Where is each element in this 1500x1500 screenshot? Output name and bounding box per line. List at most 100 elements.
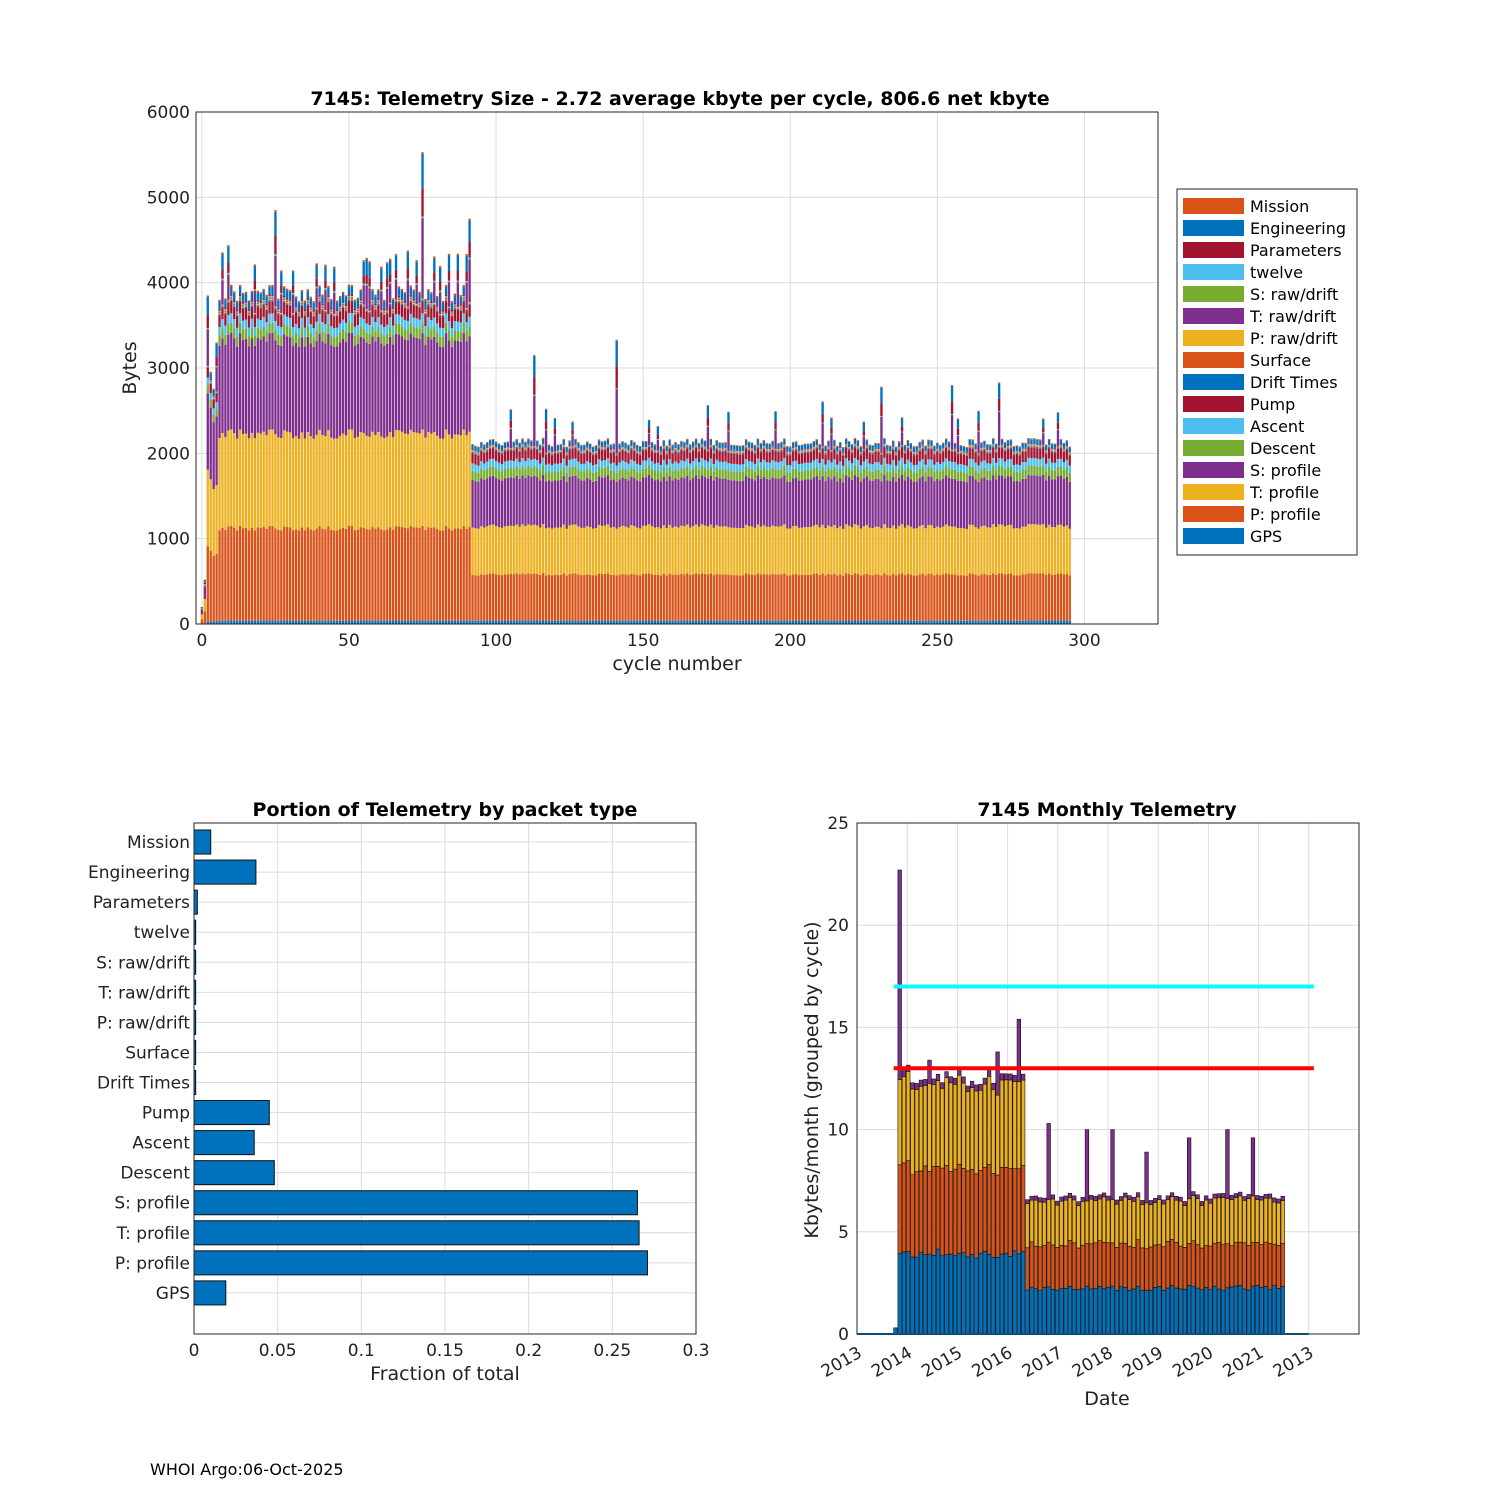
chart1-bar-segment: [1042, 474, 1045, 525]
chart1-bar-segment: [321, 307, 324, 309]
chart1-bar-segment: [683, 441, 686, 443]
chart1-bar-segment: [439, 620, 442, 624]
chart1-bar-segment: [238, 300, 242, 302]
chart1-bar-segment: [615, 465, 618, 473]
chart1-bar-segment: [859, 453, 863, 455]
chart1-bar-segment: [815, 620, 818, 624]
chart1-bar-segment: [974, 452, 977, 463]
chart1-bar-segment: [818, 620, 821, 624]
chart1-bar-segment: [436, 306, 439, 308]
chart1-bar-segment: [415, 527, 418, 621]
chart1-bar-segment: [550, 455, 554, 466]
chart1-bar-segment: [915, 446, 918, 451]
chart1-bar-segment: [356, 311, 359, 313]
chart2-bar: [193, 859, 257, 885]
chart1-bar-segment: [768, 527, 771, 575]
chart1-bar-segment: [1015, 480, 1018, 529]
chart1-bar-segment: [992, 443, 995, 445]
chart1-bar-segment: [806, 479, 810, 528]
chart1-bar-segment: [527, 524, 530, 574]
chart1-bar-segment: [221, 279, 224, 281]
chart1-bar-segment: [1015, 528, 1018, 576]
chart1-bar-segment: [1009, 447, 1013, 449]
chart1-bar-segment: [500, 620, 504, 624]
chart1-bar-segment: [406, 434, 409, 529]
chart1-bar-segment: [939, 453, 942, 454]
chart1-bar-segment: [230, 299, 233, 301]
chart1-bar-segment: [697, 443, 701, 448]
chart1-bar-segment: [709, 447, 713, 449]
chart1-bar-segment: [489, 476, 492, 525]
chart1-bar-segment: [806, 452, 810, 463]
chart1-bar-segment: [294, 305, 298, 308]
chart1-bar-segment: [371, 300, 374, 301]
chart1-bar-segment: [539, 620, 542, 624]
chart1-ytick: 6000: [147, 103, 190, 123]
chart1-bar-segment: [503, 451, 507, 462]
chart1-bar-segment: [1062, 443, 1066, 448]
chart3-title: 7145 Monthly Telemetry: [977, 799, 1237, 821]
chart1-bar-segment: [694, 443, 698, 445]
chart1-bar-segment: [486, 526, 489, 575]
chart1-bar-segment: [671, 527, 674, 575]
chart1-bar-segment: [909, 443, 913, 449]
chart1-bar-segment: [862, 421, 865, 423]
chart1-bar-segment: [241, 307, 245, 308]
chart1-bar-segment: [939, 463, 942, 472]
chart1-bar-segment: [456, 281, 460, 283]
chart1-bar-segment: [703, 440, 707, 442]
chart1-bar-segment: [1068, 455, 1071, 466]
chart1-bar-segment: [739, 472, 742, 482]
chart1-bar-segment: [609, 620, 612, 624]
chart1-bar-segment: [559, 451, 562, 453]
chart1-bar-segment: [386, 324, 389, 334]
chart1-bar-segment: [441, 312, 445, 314]
chart1-bar-segment: [624, 574, 627, 621]
chart1-bar-segment: [730, 449, 733, 451]
chart1-bar-segment: [465, 528, 468, 621]
chart1-bar-segment: [697, 450, 701, 452]
chart1-bar-segment: [956, 428, 960, 436]
chart1-bar-segment: [536, 460, 539, 468]
chart1-bar-segment: [306, 304, 309, 306]
chart1-bar-segment: [583, 444, 586, 446]
chart1-bar-segment: [256, 432, 259, 528]
chart1-bar-segment: [224, 437, 227, 530]
chart1-bar-segment: [871, 527, 874, 576]
chart1-bar-segment: [836, 481, 839, 529]
chart1-bar-segment: [533, 447, 536, 449]
chart1-bar-segment: [394, 620, 398, 624]
chart1-bar-segment: [971, 448, 974, 460]
chart1-bar-segment: [859, 620, 863, 624]
chart1-bar-segment: [283, 287, 286, 296]
chart1-bar-segment: [256, 337, 259, 433]
chart1-bar-segment: [903, 452, 907, 454]
chart1-bar-segment: [883, 475, 886, 525]
chart1-bar-segment: [612, 479, 615, 528]
chart1-bar-segment: [497, 527, 501, 575]
chart1-bar-segment: [365, 285, 368, 310]
chart1-bar-segment: [771, 573, 774, 621]
chart1-bar-segment: [586, 442, 589, 447]
chart1-bar-segment: [765, 620, 768, 624]
chart1-bar-segment: [739, 481, 742, 529]
chart1-bar-segment: [1033, 446, 1036, 448]
chart1-bar-segment: [886, 527, 889, 576]
chart3-bar-segment: [1012, 1081, 1017, 1170]
chart1-bar-segment: [947, 449, 951, 451]
chart1-bar-segment: [856, 525, 860, 574]
chart1-bar-segment: [441, 530, 445, 621]
chart1-bar-segment: [571, 524, 574, 574]
chart1-bar-segment: [415, 260, 418, 262]
chart1-bar-segment: [477, 465, 480, 473]
chart1-bar-segment: [1027, 475, 1030, 525]
chart1-bar-segment: [1065, 620, 1068, 624]
chart1-bar-segment: [480, 441, 483, 443]
chart1-bar-segment: [450, 311, 454, 313]
chart1-bar-segment: [433, 304, 436, 306]
chart1-bar-segment: [871, 480, 874, 528]
chart1-bar-segment: [391, 307, 395, 310]
chart1-bar-segment: [277, 620, 280, 624]
chart1-bar-segment: [965, 455, 968, 466]
chart3-bar-segment: [914, 1089, 919, 1172]
